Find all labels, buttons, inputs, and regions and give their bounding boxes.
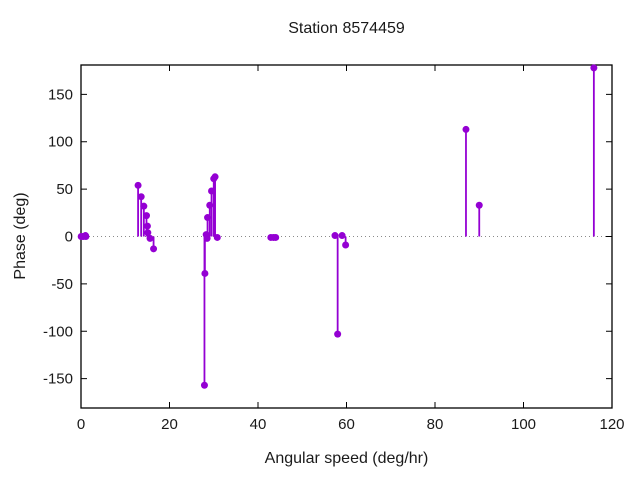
x-tick-label: 0 [77, 416, 85, 433]
y-tick-label: -50 [51, 276, 73, 293]
data-point [342, 241, 350, 249]
x-tick-label: 20 [161, 416, 178, 433]
data-point [142, 212, 150, 220]
x-tick-label: 120 [599, 416, 624, 433]
data-point [203, 234, 211, 242]
data-point [82, 233, 90, 240]
data-point [213, 233, 221, 241]
y-tick-label: -100 [43, 323, 73, 340]
data-point [150, 245, 158, 253]
data-point [206, 201, 214, 209]
y-tick-label: 0 [65, 229, 73, 246]
y-tick-label: -150 [43, 371, 73, 388]
data-point [462, 125, 470, 133]
y-tick-label: 50 [56, 181, 73, 198]
data-point [143, 222, 151, 230]
data-point [272, 233, 280, 241]
chart-title: Station 8574459 [288, 20, 405, 37]
x-tick-label: 40 [250, 416, 267, 433]
data-point [334, 330, 342, 338]
data-point [331, 232, 339, 240]
data-point [211, 173, 219, 181]
y-tick-label: 100 [48, 134, 73, 151]
x-axis-label: Angular speed (deg/hr) [264, 450, 429, 467]
data-point [204, 214, 212, 222]
data-point [475, 201, 483, 209]
data-point [137, 193, 145, 201]
x-tick-label: 80 [427, 416, 444, 433]
data-point [200, 381, 208, 389]
data-point [208, 187, 216, 195]
data-point [134, 181, 142, 189]
data-point [146, 234, 154, 242]
data-point [201, 269, 209, 277]
x-tick-label: 60 [338, 416, 355, 433]
y-tick-label: 150 [48, 86, 73, 103]
data-point [144, 229, 152, 237]
data-point [140, 202, 148, 210]
data-point [338, 232, 346, 240]
x-tick-label: 100 [511, 416, 536, 433]
data-point [590, 64, 598, 72]
